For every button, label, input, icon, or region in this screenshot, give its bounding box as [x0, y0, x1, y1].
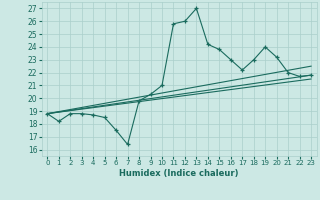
- X-axis label: Humidex (Indice chaleur): Humidex (Indice chaleur): [119, 169, 239, 178]
